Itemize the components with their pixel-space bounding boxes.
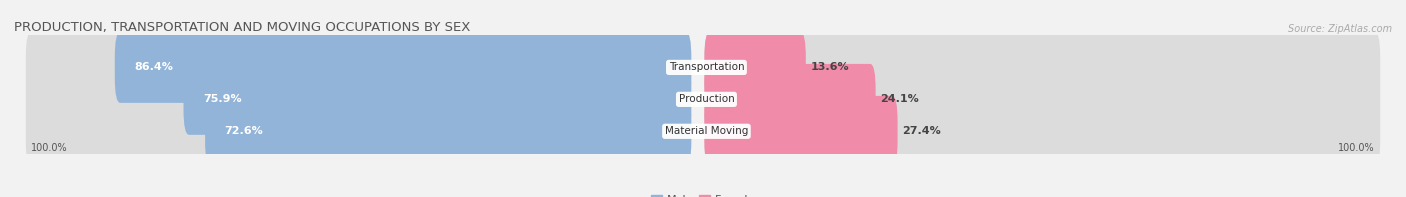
FancyBboxPatch shape: [704, 64, 1381, 135]
FancyBboxPatch shape: [115, 32, 692, 103]
FancyBboxPatch shape: [25, 32, 692, 103]
FancyBboxPatch shape: [704, 32, 1381, 103]
FancyBboxPatch shape: [704, 96, 1381, 167]
FancyBboxPatch shape: [704, 96, 897, 167]
Text: 24.1%: 24.1%: [880, 94, 920, 104]
Text: Material Moving: Material Moving: [665, 126, 748, 136]
Text: Transportation: Transportation: [669, 62, 744, 72]
Text: PRODUCTION, TRANSPORTATION AND MOVING OCCUPATIONS BY SEX: PRODUCTION, TRANSPORTATION AND MOVING OC…: [14, 21, 471, 34]
FancyBboxPatch shape: [704, 32, 806, 103]
Text: 27.4%: 27.4%: [903, 126, 941, 136]
FancyBboxPatch shape: [704, 64, 876, 135]
Text: Production: Production: [679, 94, 734, 104]
Text: 100.0%: 100.0%: [1339, 143, 1375, 153]
FancyBboxPatch shape: [25, 96, 692, 167]
Text: Source: ZipAtlas.com: Source: ZipAtlas.com: [1288, 24, 1392, 34]
Text: 86.4%: 86.4%: [134, 62, 173, 72]
FancyBboxPatch shape: [184, 64, 692, 135]
Text: 75.9%: 75.9%: [202, 94, 242, 104]
Text: 72.6%: 72.6%: [225, 126, 263, 136]
Text: 100.0%: 100.0%: [31, 143, 67, 153]
Legend: Male, Female: Male, Female: [647, 190, 759, 197]
FancyBboxPatch shape: [25, 64, 692, 135]
Text: 13.6%: 13.6%: [811, 62, 849, 72]
FancyBboxPatch shape: [205, 96, 692, 167]
